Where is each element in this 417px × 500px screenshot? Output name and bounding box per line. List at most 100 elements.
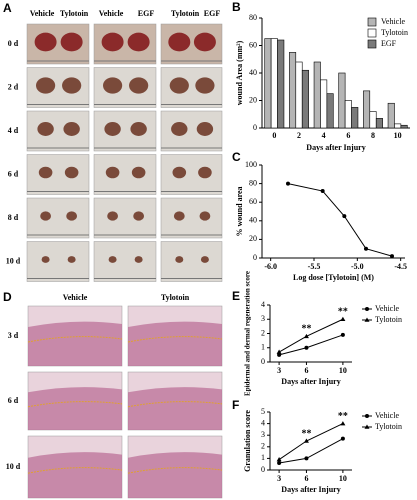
wound-photo (26, 154, 90, 195)
y-tick-label: 5 (261, 407, 265, 416)
y-axis-label: Epidermal and dermal regeneration score (244, 271, 252, 396)
tissue (128, 321, 222, 366)
point (276, 349, 282, 354)
wound (66, 211, 78, 221)
tissue (28, 387, 122, 430)
boundary (127, 401, 223, 408)
annotation: ** (301, 324, 311, 335)
annotation: ** (338, 411, 348, 422)
row-label: 6 d (8, 396, 19, 405)
wound (40, 211, 51, 221)
column-label: Vehicle (99, 9, 124, 18)
y-tick-label: 0 (261, 465, 265, 474)
point (364, 246, 368, 251)
point (390, 254, 394, 259)
y-tick-label: 80 (249, 178, 257, 187)
wound (133, 211, 145, 221)
row-label: 6 d (8, 169, 19, 178)
y-tick-label: 2 (261, 442, 265, 451)
legend-label: Vehicle (375, 304, 399, 313)
boundary (127, 467, 223, 474)
bar (264, 38, 272, 129)
point (304, 456, 309, 461)
x-tick-label: 6 (304, 366, 308, 375)
point (286, 181, 290, 186)
legend-label: EGF (381, 39, 397, 48)
wound (129, 77, 149, 94)
wound (199, 211, 211, 221)
bar (363, 90, 371, 129)
y-tick-label: 3 (261, 430, 265, 439)
x-axis-label: Days after Injury (306, 143, 365, 152)
wound (107, 211, 118, 221)
column-label: EGF (204, 9, 221, 18)
wound (34, 32, 57, 52)
legend-marker (364, 317, 370, 322)
x-tick-label: -5.0 (351, 262, 364, 271)
bar (289, 52, 297, 129)
wound (168, 32, 191, 52)
annotation: ** (338, 307, 348, 318)
y-tick-label: 1 (261, 343, 265, 352)
row-label: 10 d (6, 256, 21, 265)
column-label: Vehicle (30, 9, 55, 18)
row-label: 3 d (8, 331, 19, 340)
y-tick-label: 3 (261, 314, 265, 323)
boundary (27, 336, 123, 343)
x-tick-label: 0 (272, 131, 276, 140)
column-label: Tylotoin (161, 293, 190, 302)
legend-marker (364, 424, 370, 429)
wound (196, 122, 214, 136)
bar (301, 69, 309, 129)
point (340, 316, 346, 322)
point (340, 436, 345, 441)
wound (41, 256, 50, 263)
tissue (128, 387, 222, 430)
wound (169, 77, 189, 94)
x-axis-label: Days after Injury (281, 377, 340, 386)
wound (63, 122, 80, 136)
wound (104, 122, 121, 136)
y-tick-label: 1 (261, 453, 265, 462)
wound (38, 166, 53, 179)
y-tick-label: 4 (261, 418, 265, 427)
wound (127, 32, 150, 52)
wound (193, 32, 216, 52)
wound (103, 77, 123, 94)
point (340, 421, 346, 426)
wound-photo (160, 154, 223, 195)
x-axis-label: Days after Injury (281, 485, 340, 494)
wound (67, 256, 76, 263)
wound-photo (93, 241, 157, 282)
wound (36, 77, 56, 94)
panel-letter: E (232, 289, 240, 303)
legend-label: Vehicle (375, 411, 399, 420)
wound-photo (160, 241, 223, 282)
column-label: Vehicle (63, 293, 88, 302)
boundary (27, 401, 123, 408)
bar (277, 39, 285, 129)
bar (400, 124, 408, 129)
panel-letter: A (3, 1, 12, 15)
bar (320, 79, 328, 129)
x-tick-label: 10 (339, 474, 347, 483)
legend-label: Tylotoin (381, 28, 408, 37)
y-tick-label: 0 (253, 253, 257, 262)
point (277, 461, 282, 466)
x-tick-label: -6.0 (264, 262, 277, 271)
column-label: EGF (138, 9, 155, 18)
wound (175, 256, 184, 263)
column-label: Tylotoin (171, 9, 200, 18)
column-label: Tylotoin (60, 9, 89, 18)
y-tick-label: 60 (249, 40, 257, 49)
wound (62, 77, 82, 94)
point (320, 189, 325, 194)
wound (134, 256, 143, 263)
x-tick-label: 3 (277, 474, 281, 483)
x-tick-label: 3 (277, 366, 281, 375)
x-tick-label: -5.5 (308, 262, 321, 271)
point (303, 438, 309, 443)
legend-label: Tylotoin (375, 315, 402, 324)
